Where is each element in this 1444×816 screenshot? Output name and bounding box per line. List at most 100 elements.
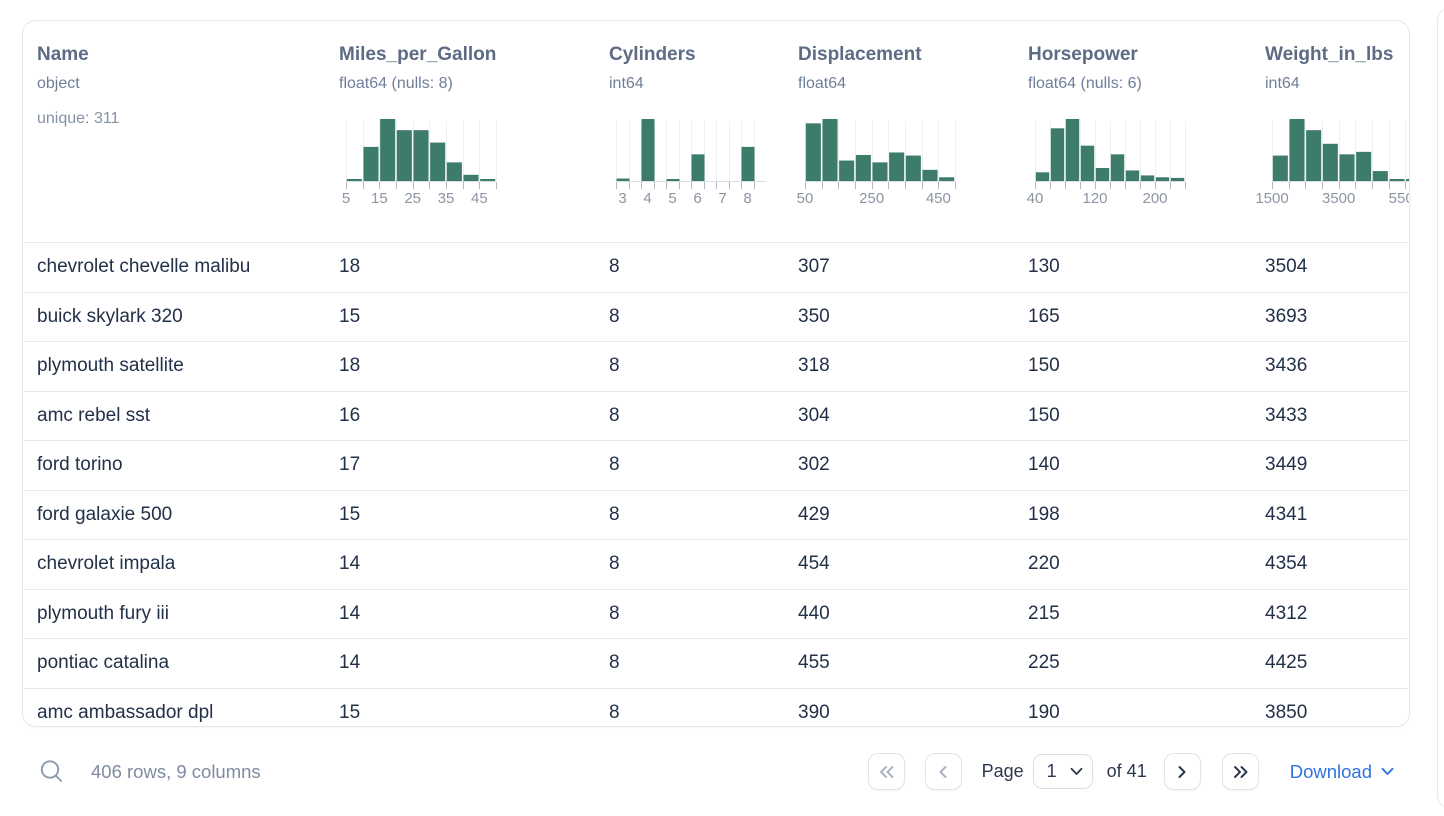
column-histogram-wrap: 40 120 200 bbox=[1027, 119, 1251, 207]
table-cell: amc ambassador dpl bbox=[37, 701, 214, 723]
table-cell: ford galaxie 500 bbox=[37, 503, 173, 525]
column-header-cylinders[interactable]: Cylinders int64 3 4 5 6 7 8 bbox=[595, 21, 784, 242]
histogram-bar bbox=[1125, 170, 1140, 181]
table-cell: 150 bbox=[1028, 355, 1060, 377]
histogram-bar bbox=[380, 119, 396, 181]
double-chevron-right-icon bbox=[1233, 765, 1248, 778]
histogram-tick-label: 35 bbox=[438, 190, 455, 207]
table-footer: 406 rows, 9 columns Page 1 of 41 bbox=[0, 727, 1444, 816]
column-header-weight_in_lbs[interactable]: Weight_in_lbs int64 1500 3500 5500 bbox=[1251, 21, 1410, 242]
histogram-bar bbox=[1372, 171, 1388, 181]
table-cell: plymouth fury iii bbox=[37, 602, 169, 624]
column-histogram-wrap: 1500 3500 5500 bbox=[1255, 119, 1410, 207]
table-cell: 16 bbox=[339, 404, 361, 426]
next-page-button[interactable] bbox=[1163, 753, 1201, 790]
column-histogram[interactable]: 1500 3500 5500 bbox=[1255, 119, 1410, 207]
table-cell: 8 bbox=[609, 305, 620, 327]
histogram-bar bbox=[346, 179, 362, 181]
table-cell: 350 bbox=[798, 305, 830, 327]
histogram-bar bbox=[905, 155, 921, 181]
table-header-row: Name object unique: 311 Miles_per_Gallon flo… bbox=[23, 21, 1409, 242]
table-cell: 17 bbox=[339, 454, 361, 476]
column-histogram[interactable]: 50 250 450 bbox=[797, 119, 956, 207]
column-name: Name bbox=[37, 44, 89, 65]
table-cell: 302 bbox=[798, 454, 830, 476]
column-header-horsepower[interactable]: Horsepower float64 (nulls: 6) 40 120 200 bbox=[1014, 21, 1251, 242]
table-cell: pontiac catalina bbox=[37, 652, 170, 674]
table-cell: 4425 bbox=[1265, 652, 1308, 674]
table-cell: 190 bbox=[1028, 701, 1060, 723]
histogram-tick-label: 45 bbox=[471, 190, 488, 207]
histogram-bar bbox=[1406, 179, 1409, 181]
column-header-miles_per_gallon[interactable]: Miles_per_Gallon float64 (nulls: 8) 5 15 25 3… bbox=[325, 21, 595, 242]
table-cell: 4312 bbox=[1265, 602, 1308, 624]
table-cell: 390 bbox=[798, 701, 830, 723]
histogram-tick-label: 7 bbox=[718, 190, 726, 207]
footer-summary-group: 406 rows, 9 columns bbox=[38, 758, 261, 785]
first-page-button[interactable] bbox=[867, 753, 905, 790]
table-cell: 8 bbox=[609, 652, 620, 674]
histogram-bar bbox=[741, 146, 755, 181]
histogram-tick-label: 8 bbox=[743, 190, 751, 207]
chevron-down-icon bbox=[1070, 767, 1083, 775]
histogram-bar bbox=[839, 160, 855, 181]
chevron-left-icon bbox=[939, 765, 947, 778]
histogram-bar bbox=[805, 123, 821, 181]
table-cell: 14 bbox=[339, 553, 361, 575]
histogram-bar bbox=[922, 169, 938, 181]
table-cell: chevrolet impala bbox=[37, 553, 176, 575]
column-type: float64 (nulls: 8) bbox=[339, 75, 453, 92]
page-label: Page bbox=[981, 761, 1024, 781]
page-total-label: of 41 bbox=[1106, 761, 1147, 781]
column-histogram[interactable]: 40 120 200 bbox=[1027, 119, 1186, 207]
table-cell: 8 bbox=[609, 404, 620, 426]
table-cell: 15 bbox=[339, 305, 361, 327]
column-histogram[interactable]: 5 15 25 35 45 bbox=[342, 119, 497, 207]
table-cell: 220 bbox=[1028, 553, 1060, 575]
table-cell: 3449 bbox=[1265, 454, 1308, 476]
download-label: Download bbox=[1289, 760, 1372, 782]
table-row: ford galaxie 500 15 8 429 198 4341 bbox=[23, 489, 1409, 540]
histogram-bar bbox=[1356, 151, 1372, 181]
histogram-bar bbox=[889, 152, 905, 181]
histogram-bar bbox=[1322, 143, 1338, 181]
table-row: chevrolet chevelle malibu 18 8 307 130 3504 bbox=[23, 242, 1409, 292]
download-button[interactable]: Download bbox=[1290, 761, 1394, 783]
histogram-bar bbox=[396, 130, 412, 181]
column-histogram-wrap: 50 250 450 bbox=[797, 119, 1014, 207]
data-table-card: Name object unique: 311 Miles_per_Gallon flo… bbox=[22, 20, 1410, 727]
table-cell: 8 bbox=[609, 553, 620, 575]
histogram-tick-label: 200 bbox=[1142, 190, 1167, 207]
page-select[interactable]: 1 bbox=[1032, 754, 1093, 789]
column-type: int64 bbox=[1265, 75, 1300, 92]
row-column-count: 406 rows, 9 columns bbox=[91, 760, 261, 782]
prev-page-button[interactable] bbox=[924, 753, 962, 790]
pagination: Page 1 of 41 Download bbox=[867, 753, 1394, 790]
table-cell: 307 bbox=[798, 256, 830, 278]
column-name: Cylinders bbox=[609, 44, 696, 65]
column-name: Miles_per_Gallon bbox=[339, 44, 497, 65]
histogram-bar bbox=[822, 119, 838, 181]
table-row: plymouth satellite 18 8 318 150 3436 bbox=[23, 341, 1409, 391]
histogram-bar bbox=[1289, 119, 1305, 181]
table-row: buick skylark 320 15 8 350 165 3693 bbox=[23, 291, 1409, 342]
table-cell: 18 bbox=[339, 256, 361, 278]
table-cell: 225 bbox=[1028, 652, 1060, 674]
search-icon[interactable] bbox=[38, 758, 65, 785]
table-row: ford torino 17 8 302 140 3449 bbox=[23, 440, 1409, 490]
column-type: int64 bbox=[609, 75, 644, 92]
table-body: chevrolet chevelle malibu 18 8 307 130 3504 bu… bbox=[23, 242, 1409, 726]
column-histogram-wrap: 5 15 25 35 45 bbox=[342, 119, 595, 207]
table-cell: 4354 bbox=[1265, 553, 1308, 575]
column-header-displacement[interactable]: Displacement float64 50 250 450 bbox=[784, 21, 1014, 242]
last-page-button[interactable] bbox=[1221, 753, 1259, 790]
table-cell: plymouth satellite bbox=[37, 355, 184, 377]
column-type: float64 (nulls: 6) bbox=[1028, 75, 1142, 92]
chevron-right-icon bbox=[1178, 765, 1186, 778]
histogram-bar bbox=[463, 174, 479, 181]
column-type: object bbox=[37, 75, 80, 92]
table-row: amc rebel sst 16 8 304 150 3433 bbox=[23, 390, 1409, 441]
histogram-tick-label: 120 bbox=[1082, 190, 1107, 207]
column-header-name[interactable]: Name object unique: 311 bbox=[23, 21, 325, 242]
